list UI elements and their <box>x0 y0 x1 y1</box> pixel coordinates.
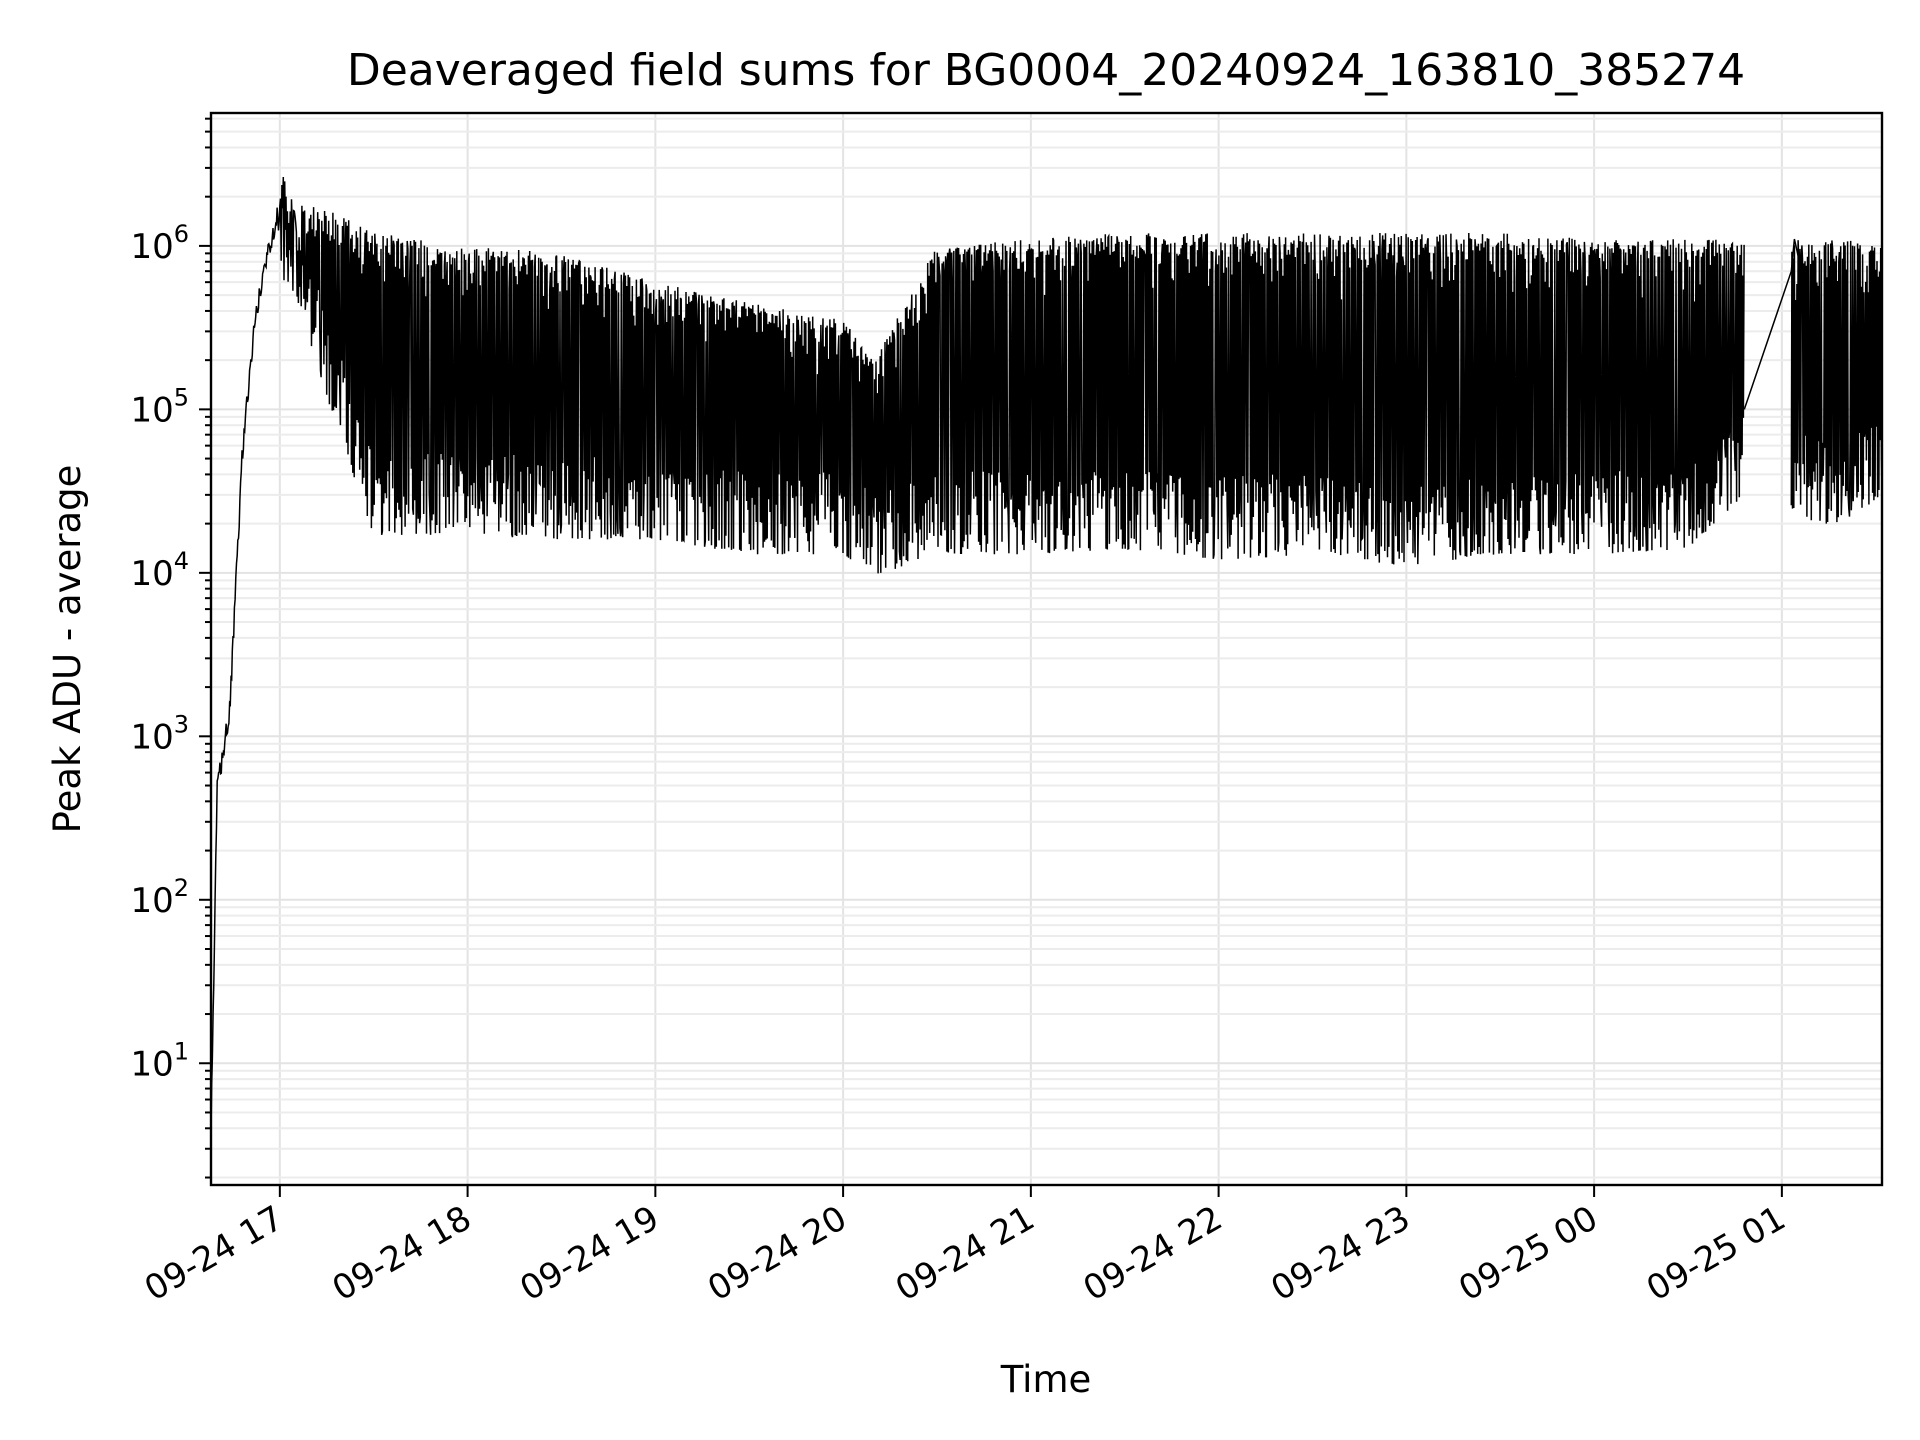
x-tick-label: 09-25 00 <box>1452 1198 1604 1309</box>
series-line-main <box>210 176 1745 1133</box>
series-line-tail <box>1790 240 1883 524</box>
y-axis-label: Peak ADU - average <box>46 465 89 834</box>
x-tick-label: 09-24 21 <box>889 1198 1041 1309</box>
y-tick-label: 104 <box>130 547 189 594</box>
y-tick-label: 105 <box>130 383 189 430</box>
y-tick-label: 103 <box>130 710 189 757</box>
chart-title: Deaveraged field sums for BG0004_2024092… <box>347 45 1745 96</box>
plot-frame <box>209 111 1884 1187</box>
series-layer <box>210 176 1883 1133</box>
x-tick-label: 09-24 20 <box>701 1198 853 1309</box>
x-tick-label: 09-24 22 <box>1077 1198 1229 1309</box>
x-tick-label: 09-24 17 <box>138 1198 290 1309</box>
y-tick-label: 102 <box>130 874 189 921</box>
x-axis-label: Time <box>1000 1358 1092 1401</box>
x-tick-label: 09-25 01 <box>1640 1198 1792 1309</box>
x-tick-label: 09-24 19 <box>513 1198 665 1309</box>
x-tick-label: 09-24 18 <box>326 1198 478 1309</box>
y-tick-label: 106 <box>130 220 189 267</box>
y-tick-label: 101 <box>130 1037 189 1084</box>
x-tick-label: 09-24 23 <box>1264 1198 1416 1309</box>
